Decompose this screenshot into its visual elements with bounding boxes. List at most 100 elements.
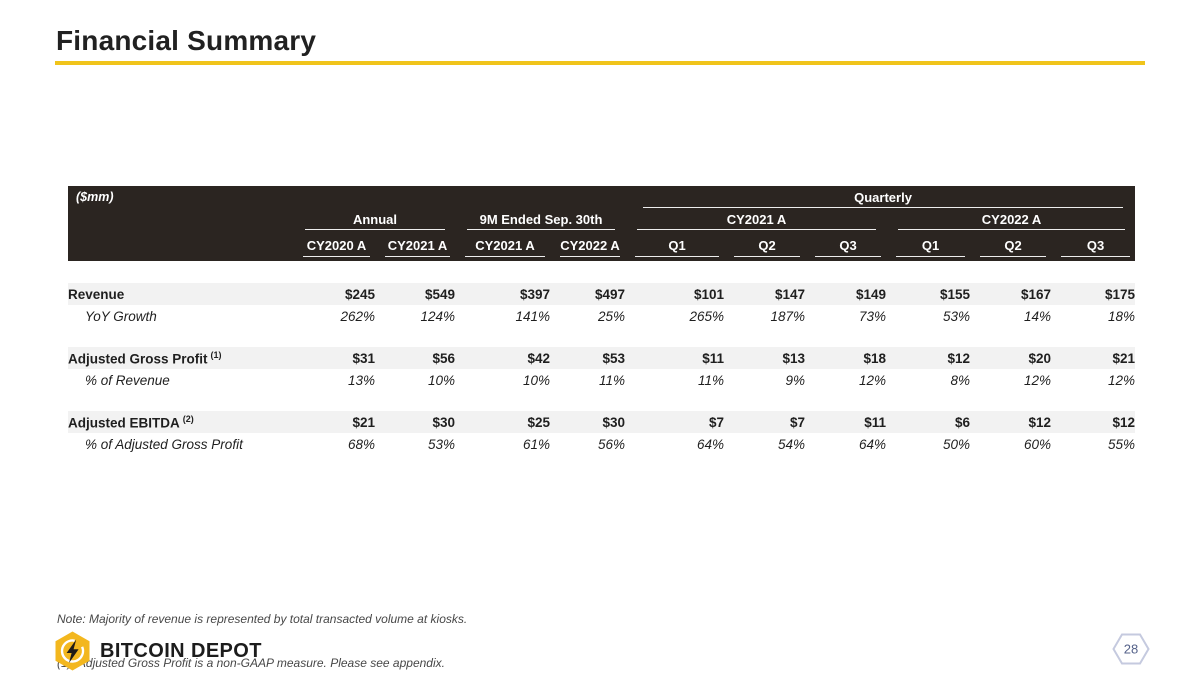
row-label: % of Revenue [85, 372, 170, 388]
table-cell: $53 [550, 347, 625, 369]
col-header-cy2021a: CY2021 A [375, 232, 455, 261]
col-header-q2-2021: Q2 [724, 232, 805, 261]
units-label: ($mm) [76, 190, 114, 204]
table-cell: 53% [886, 305, 970, 327]
col-header-label: Q3 [815, 238, 881, 257]
spacer-row [68, 391, 1136, 411]
table-row-adjusted-ebitda: Adjusted EBITDA (2) $21 $30 $25 $30 $7 $7… [68, 411, 1136, 433]
table-cell: 61% [455, 433, 550, 455]
table-cell: 8% [886, 369, 970, 391]
bitcoin-depot-hexagon-icon [55, 631, 90, 671]
col-header-label: Q2 [734, 238, 800, 257]
table-cell: $147 [724, 283, 805, 305]
table-cell: 18% [1051, 305, 1136, 327]
table-row-adjusted-gross-profit: Adjusted Gross Profit (1) $31 $56 $42 $53… [68, 347, 1136, 369]
table-cell: $7 [724, 411, 805, 433]
col-header-q1-2022: Q1 [886, 232, 970, 261]
col-header-q3-2021: Q3 [805, 232, 886, 261]
col-header-label: Q2 [980, 238, 1046, 257]
row-label-cell: % of Revenue [68, 369, 293, 391]
header-spacer [68, 232, 293, 261]
table-cell: 11% [625, 369, 724, 391]
row-label: Revenue [68, 286, 125, 302]
table-cell: 12% [970, 369, 1051, 391]
table-cell: $56 [375, 347, 455, 369]
table-cell: $155 [886, 283, 970, 305]
footnote-ref-2: (2) [182, 413, 194, 424]
table-cell: $25 [455, 411, 550, 433]
bitcoin-depot-logo: BITCOIN DEPOT [54, 631, 262, 671]
table-cell: $30 [550, 411, 625, 433]
group-cy2021-label: CY2021 A [637, 212, 876, 230]
table-cell: 55% [1051, 433, 1136, 455]
table-cell: 73% [805, 305, 886, 327]
table-cell: $497 [550, 283, 625, 305]
group-annual-cell: Annual [293, 210, 455, 232]
group-9m-cell: 9M Ended Sep. 30th [455, 210, 625, 232]
spacer-cell [68, 327, 1136, 347]
table-cell: $149 [805, 283, 886, 305]
header-row-columns: CY2020 A CY2021 A CY2021 A CY2022 A Q1 Q… [68, 232, 1136, 261]
table-cell: $21 [293, 411, 375, 433]
row-label: Adjusted Gross Profit [68, 351, 208, 367]
table-cell: 64% [805, 433, 886, 455]
logo-wordmark: BITCOIN DEPOT [100, 639, 262, 662]
table-cell: 141% [455, 305, 550, 327]
row-label-cell: Adjusted EBITDA (2) [68, 411, 293, 433]
table-cell: 12% [1051, 369, 1136, 391]
spacer-row [68, 261, 1136, 283]
col-header-label: Q1 [896, 238, 965, 257]
row-label-cell: % of Adjusted Gross Profit [68, 433, 293, 455]
table-cell: 10% [375, 369, 455, 391]
table-cell: $18 [805, 347, 886, 369]
table-cell: $175 [1051, 283, 1136, 305]
group-quarterly-cell: Quarterly [625, 186, 1136, 210]
header-row-groups: Annual 9M Ended Sep. 30th CY2021 A CY202… [68, 210, 1136, 232]
col-header-label: CY2020 A [303, 238, 370, 257]
header-row-quarterly: ($mm) Quarterly [68, 186, 1136, 210]
table-cell: $12 [970, 411, 1051, 433]
col-header-9m-cy2021a: CY2021 A [455, 232, 550, 261]
group-quarterly-label: Quarterly [643, 190, 1124, 208]
page-number: 28 [1124, 642, 1138, 657]
table-cell: $12 [886, 347, 970, 369]
table-row-revenue: Revenue $245 $549 $397 $497 $101 $147 $1… [68, 283, 1136, 305]
table-cell: 265% [625, 305, 724, 327]
group-cy2022-label: CY2022 A [898, 212, 1126, 230]
row-label: YoY Growth [85, 308, 157, 324]
page-number-hexagon: 28 [1112, 633, 1150, 665]
col-header-cy2020a: CY2020 A [293, 232, 375, 261]
row-label: Adjusted EBITDA [68, 415, 180, 431]
footnote-ref-1: (1) [210, 349, 222, 360]
spacer-row [68, 327, 1136, 347]
financial-summary-table: ($mm) Quarterly Annual 9M Ended Sep. 30t… [68, 186, 1136, 455]
col-header-label: CY2022 A [560, 238, 620, 257]
title-underline [55, 61, 1145, 65]
table-cell: 13% [293, 369, 375, 391]
col-header-label: CY2021 A [385, 238, 450, 257]
group-cy2021-cell: CY2021 A [625, 210, 886, 232]
table-header: ($mm) Quarterly Annual 9M Ended Sep. 30t… [68, 186, 1136, 261]
table-row-pct-of-adjusted-gross-profit: % of Adjusted Gross Profit 68% 53% 61% 5… [68, 433, 1136, 455]
table-cell: $21 [1051, 347, 1136, 369]
table-cell: $20 [970, 347, 1051, 369]
col-header-q3-2022: Q3 [1051, 232, 1136, 261]
table-cell: 14% [970, 305, 1051, 327]
table-cell: 124% [375, 305, 455, 327]
table-cell: 54% [724, 433, 805, 455]
col-header-q1-2021: Q1 [625, 232, 724, 261]
table-cell: $42 [455, 347, 550, 369]
table-cell: 9% [724, 369, 805, 391]
table-cell: $12 [1051, 411, 1136, 433]
table-cell: 262% [293, 305, 375, 327]
header-spacer [293, 186, 625, 210]
table-cell: $397 [455, 283, 550, 305]
table-cell: 10% [455, 369, 550, 391]
col-header-9m-cy2022a: CY2022 A [550, 232, 625, 261]
table-cell: 68% [293, 433, 375, 455]
footnotes: Note: Majority of revenue is represented… [57, 583, 467, 675]
group-cy2022-cell: CY2022 A [886, 210, 1136, 232]
table-cell: 11% [550, 369, 625, 391]
table-cell: $11 [625, 347, 724, 369]
table-body: Revenue $245 $549 $397 $497 $101 $147 $1… [68, 261, 1136, 455]
